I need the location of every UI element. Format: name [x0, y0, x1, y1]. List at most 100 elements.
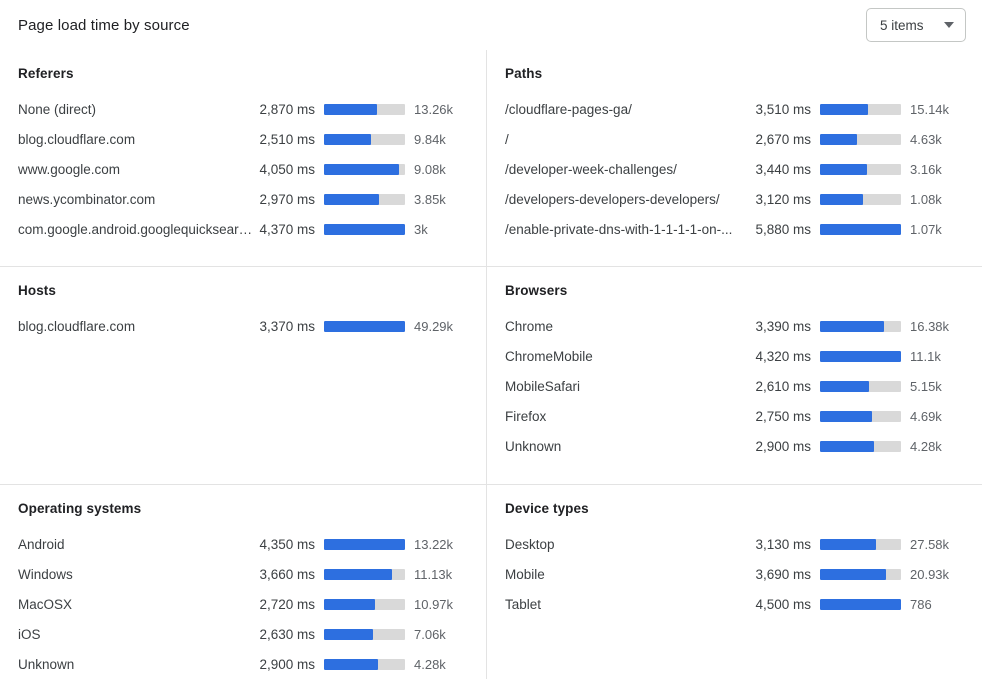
- bar-track: [324, 598, 405, 610]
- bar-fill: [324, 320, 405, 332]
- bar-row[interactable]: Unknown 2,900 ms 4.28k: [18, 649, 468, 679]
- bar-row[interactable]: MacOSX 2,720 ms 10.97k: [18, 589, 468, 619]
- bar-track: [324, 568, 405, 580]
- bar-row-metric: 4,370 ms: [259, 221, 315, 237]
- bar-row-count: 49.29k: [414, 318, 454, 334]
- bar-fill: [820, 350, 901, 362]
- bar-row-count: 1.08k: [910, 191, 942, 207]
- bar-track: [324, 320, 405, 332]
- bar-row[interactable]: Tablet 4,500 ms 786: [505, 589, 964, 619]
- row-divider: [0, 266, 982, 267]
- bar-row[interactable]: /cloudflare-pages-ga/3,510 ms 15.14k: [505, 94, 964, 124]
- bar-row-count: 4.69k: [910, 408, 942, 424]
- bar-fill: [820, 440, 875, 452]
- bar-row-label: Android: [18, 536, 65, 552]
- panels-grid: Referers None (direct) 2,870 ms 13.26k blog…: [0, 50, 982, 679]
- bar-row[interactable]: Windows 3,660 ms 11.13k: [18, 559, 468, 589]
- bar-row-metric: 2,630 ms: [259, 626, 315, 642]
- bar-track: [820, 538, 901, 550]
- bar-row-metric: 2,610 ms: [755, 378, 811, 394]
- bar-track: [324, 163, 405, 175]
- bar-track: [324, 223, 405, 235]
- bar-track: [820, 103, 901, 115]
- bar-row[interactable]: /enable-private-dns-with-1-1-1-1-on-... 5…: [505, 214, 964, 244]
- bar-row[interactable]: Desktop 3,130 ms 27.58k: [505, 529, 964, 559]
- bar-row-metric: 2,870 ms: [259, 101, 315, 117]
- bar-fill: [820, 193, 863, 205]
- bar-row[interactable]: blog.cloudflare.com 3,370 ms 49.29k: [18, 311, 468, 341]
- bar-row-metric: 4,350 ms: [259, 536, 315, 552]
- bar-fill: [324, 103, 378, 115]
- bar-row-metric: 2,970 ms: [259, 191, 315, 207]
- bar-row[interactable]: Firefox 2,750 ms 4.69k: [505, 401, 964, 431]
- bar-row[interactable]: Chrome 3,390 ms 16.38k: [505, 311, 964, 341]
- bar-track: [324, 538, 405, 550]
- bar-track: [324, 133, 405, 145]
- bar-row-metric: 3,510 ms: [755, 101, 811, 117]
- bar-row-metric: 4,050 ms: [259, 161, 315, 177]
- bar-row-metric: 3,120 ms: [755, 191, 811, 207]
- panel-rows: Desktop 3,130 ms 27.58k Mobile 3,690 ms 20.93…: [505, 529, 964, 619]
- bar-row-count: 4.28k: [414, 656, 446, 672]
- bar-row[interactable]: Unknown 2,900 ms 4.28k: [505, 431, 964, 461]
- bar-row-label: /cloudflare-pages-ga/: [505, 101, 632, 117]
- bar-row-count: 20.93k: [910, 566, 950, 582]
- bar-row-metric: 5,880 ms: [755, 221, 811, 237]
- column-divider: [486, 267, 487, 484]
- bar-row-metric: 2,720 ms: [259, 596, 315, 612]
- bar-row-metric: 2,750 ms: [755, 408, 811, 424]
- panel-rows: Android 4,350 ms 13.22k Windows 3,660 ms 11.1…: [18, 529, 468, 679]
- bar-row[interactable]: /developer-week-challenges/3,440 ms 3.16k: [505, 154, 964, 184]
- bar-row[interactable]: news.ycombinator.com 2,970 ms 3.85k: [18, 184, 468, 214]
- bar-row-metric: 3,390 ms: [755, 318, 811, 334]
- bar-track: [324, 658, 405, 670]
- bar-row[interactable]: /developers-developers-developers/3,120 …: [505, 184, 964, 214]
- bar-row-count: 16.38k: [910, 318, 950, 334]
- items-count-select-value: 5 items: [880, 17, 924, 33]
- bar-row-label: blog.cloudflare.com: [18, 131, 136, 147]
- bar-row[interactable]: None (direct) 2,870 ms 13.26k: [18, 94, 468, 124]
- bar-row-count: 9.84k: [414, 131, 446, 147]
- bar-row-label: blog.cloudflare.com: [18, 318, 136, 334]
- bar-row-count: 9.08k: [414, 161, 446, 177]
- panel-title: Paths: [505, 66, 543, 81]
- items-count-select[interactable]: 5 items: [866, 8, 966, 42]
- bar-track: [820, 380, 901, 392]
- bar-row[interactable]: blog.cloudflare.com 2,510 ms 9.84k: [18, 124, 468, 154]
- bar-row[interactable]: Mobile 3,690 ms 20.93k: [505, 559, 964, 589]
- bar-fill: [820, 380, 869, 392]
- bar-track: [820, 350, 901, 362]
- bar-row-metric: 4,320 ms: [755, 348, 811, 364]
- bar-row-label: com.google.android.googlequicksearc...: [18, 221, 257, 237]
- bar-row-label: Chrome: [505, 318, 554, 334]
- bar-row-label: MacOSX: [18, 596, 73, 612]
- panel-hosts: Hosts blog.cloudflare.com 3,370 ms 49.29k: [0, 267, 486, 484]
- bar-track: [820, 440, 901, 452]
- bar-track: [324, 193, 405, 205]
- bar-fill: [820, 163, 868, 175]
- column-divider: [486, 485, 487, 679]
- bar-row-label: Firefox: [505, 408, 547, 424]
- panel-rows: None (direct) 2,870 ms 13.26k blog.cloudfla…: [18, 94, 468, 244]
- bar-row-count: 786: [910, 596, 932, 612]
- bar-row-metric: 2,900 ms: [259, 656, 315, 672]
- bar-row-label: Windows: [18, 566, 73, 582]
- bar-row[interactable]: iOS 2,630 ms 7.06k: [18, 619, 468, 649]
- bar-row-label: iOS: [18, 626, 41, 642]
- bar-row[interactable]: / 2,670 ms 4.63k: [505, 124, 964, 154]
- bar-row-count: 15.14k: [910, 101, 950, 117]
- bar-track: [820, 410, 901, 422]
- bar-fill: [820, 320, 884, 332]
- bar-fill: [324, 163, 400, 175]
- bar-row[interactable]: Android 4,350 ms 13.22k: [18, 529, 468, 559]
- panel-device-types: Device types Desktop 3,130 ms 27.58k Mobile…: [487, 485, 982, 679]
- bar-row[interactable]: MobileSafari 2,610 ms 5.15k: [505, 371, 964, 401]
- bar-row[interactable]: www.google.com 4,050 ms 9.08k: [18, 154, 468, 184]
- bar-fill: [324, 628, 373, 640]
- bar-row-count: 1.07k: [910, 221, 942, 237]
- bar-row-metric: 2,900 ms: [755, 438, 811, 454]
- bar-row-count: 13.26k: [414, 101, 454, 117]
- bar-row-count: 5.15k: [910, 378, 942, 394]
- bar-row[interactable]: com.google.android.googlequicksearc... 4,…: [18, 214, 468, 244]
- bar-row[interactable]: ChromeMobile 4,320 ms 11.1k: [505, 341, 964, 371]
